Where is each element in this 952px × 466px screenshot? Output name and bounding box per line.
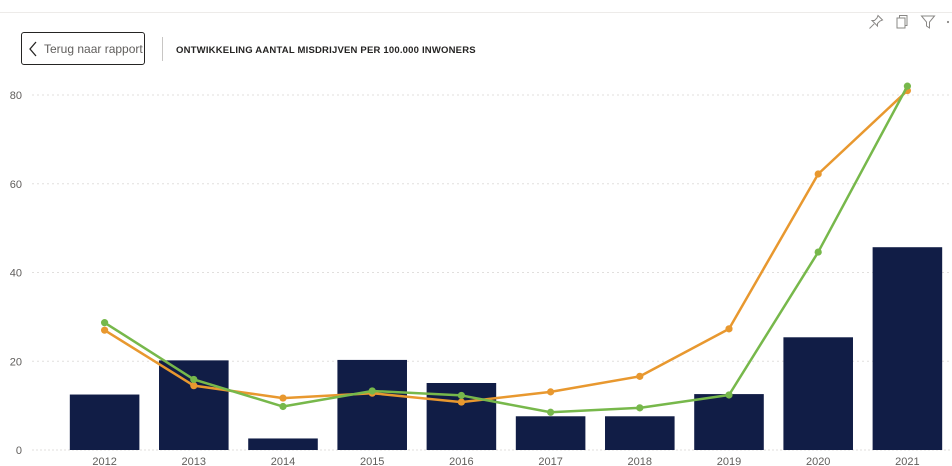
x-tick-label: 2016 — [449, 456, 473, 466]
line-point-2-2018[interactable] — [636, 404, 644, 412]
bar-2020[interactable] — [783, 337, 853, 450]
x-axis-ticks: 2012 2013 2014 2015 2016 2017 2018 2019 2020 2021 — [92, 456, 919, 466]
line-point-2-2019[interactable] — [725, 391, 733, 399]
y-tick-label: 0 — [16, 445, 22, 457]
line-point-2-2020[interactable] — [814, 248, 822, 256]
line-point-2-2012[interactable] — [101, 319, 109, 327]
bar-2015[interactable] — [337, 359, 407, 450]
top-rule — [0, 12, 952, 13]
line-point-1-2013[interactable] — [190, 382, 198, 390]
copy-icon[interactable] — [894, 14, 910, 30]
y-axis-ticks: 0 20 40 60 80 — [10, 90, 22, 457]
line-point-1-2018[interactable] — [636, 372, 644, 380]
chart-title: ONTWIKKELING AANTAL MISDRIJVEN PER 100.0… — [176, 45, 476, 56]
y-tick-label: 60 — [10, 179, 22, 191]
back-to-report-button[interactable]: Terug naar rapport — [21, 32, 145, 65]
y-tick-label: 20 — [10, 356, 22, 368]
line-point-1-2019[interactable] — [725, 325, 733, 333]
bar-2012[interactable] — [69, 394, 140, 450]
bar-2017[interactable] — [515, 416, 586, 450]
x-tick-label: 2015 — [360, 456, 384, 466]
x-tick-label: 2018 — [628, 456, 652, 466]
line-series-2 — [103, 85, 909, 414]
bar-2013[interactable] — [159, 360, 229, 450]
y-tick-label: 40 — [10, 268, 22, 280]
line-point-1-2017[interactable] — [547, 388, 555, 396]
line-point-1-2014[interactable] — [279, 394, 287, 402]
bar-2021[interactable] — [872, 247, 943, 450]
header-divider — [162, 37, 163, 61]
x-tick-label: 2012 — [92, 456, 116, 466]
x-tick-label: 2019 — [717, 456, 741, 466]
y-tick-label: 80 — [10, 90, 22, 102]
filter-icon[interactable] — [920, 14, 936, 30]
line-point-2-2016[interactable] — [457, 391, 465, 400]
back-button-label: Terug naar rapport — [44, 41, 143, 56]
line-point-1-2020[interactable] — [814, 170, 822, 178]
bar-series — [69, 247, 943, 450]
bar-2014[interactable] — [248, 438, 318, 450]
line-point-2-2021[interactable] — [903, 82, 912, 90]
line-point-2-2017[interactable] — [547, 408, 555, 416]
visual-header-icons — [868, 14, 952, 30]
x-tick-label: 2017 — [538, 456, 562, 466]
line-point-1-2016[interactable] — [457, 398, 465, 406]
x-tick-label: 2021 — [895, 456, 919, 466]
line-point-2-2013[interactable] — [190, 375, 198, 384]
more-icon[interactable] — [946, 14, 952, 30]
bar-2019[interactable] — [694, 394, 764, 450]
x-tick-label: 2013 — [182, 456, 206, 466]
line-series — [101, 82, 912, 416]
x-tick-label: 2014 — [271, 456, 295, 466]
line-point-2-2014[interactable] — [279, 402, 287, 411]
line-point-2-2015[interactable] — [368, 387, 376, 395]
pin-icon[interactable] — [868, 14, 884, 30]
bar-2018[interactable] — [605, 416, 675, 450]
chevron-left-icon — [22, 33, 44, 64]
x-tick-label: 2020 — [806, 456, 830, 466]
line-point-1-2012[interactable] — [101, 326, 109, 334]
